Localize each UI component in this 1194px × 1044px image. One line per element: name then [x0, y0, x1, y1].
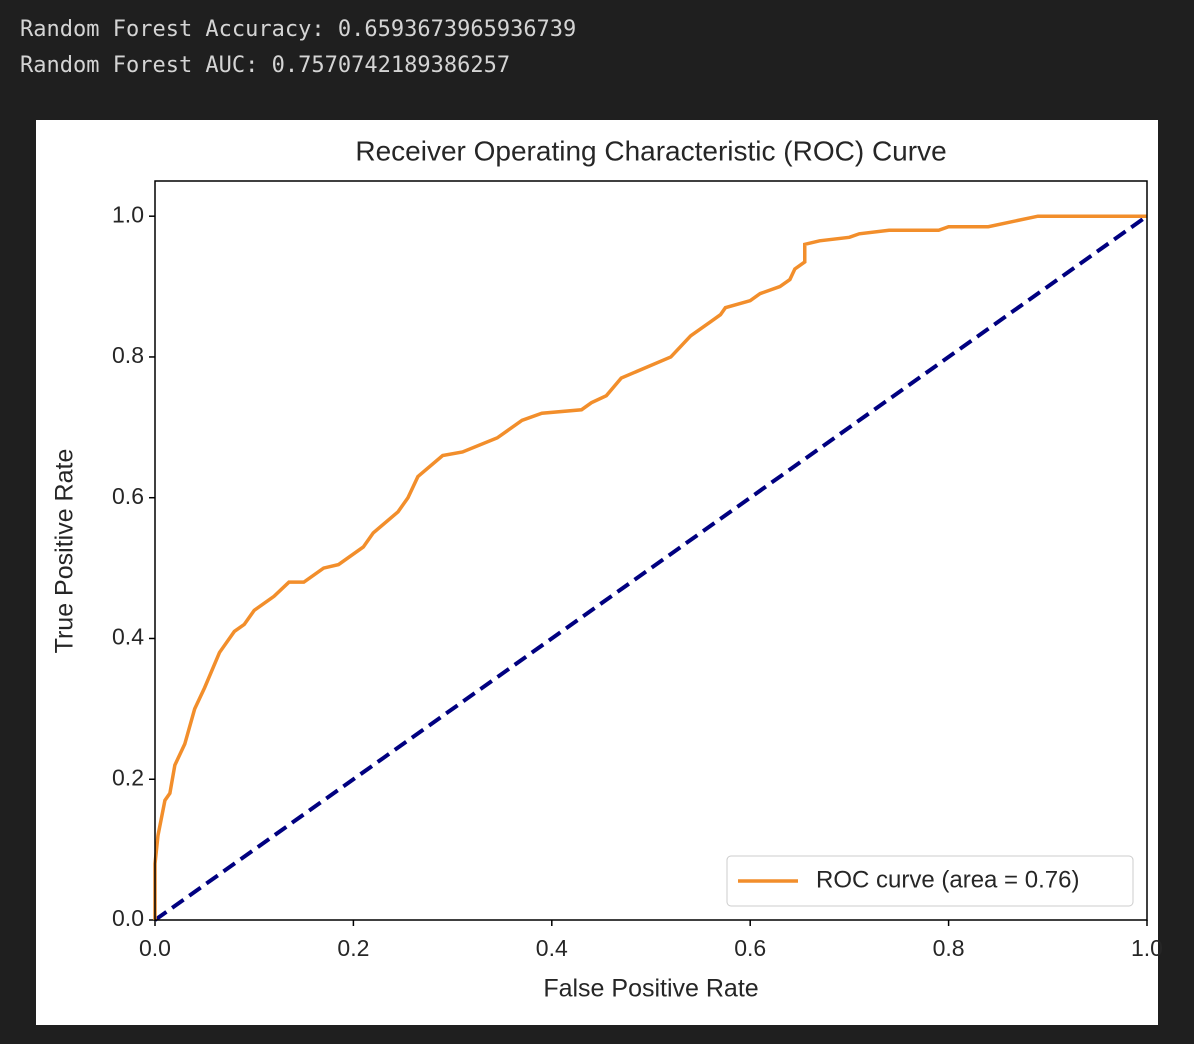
- y-tick-label: 1.0: [112, 201, 144, 227]
- x-tick-label: 1.0: [1131, 935, 1163, 961]
- chart-title: Receiver Operating Characteristic (ROC) …: [355, 135, 946, 166]
- x-tick-label: 0.2: [337, 935, 369, 961]
- y-tick-label: 0.6: [112, 483, 144, 509]
- y-axis-label: True Positive Rate: [51, 449, 79, 654]
- y-tick-label: 0.0: [112, 905, 144, 931]
- x-axis-label: False Positive Rate: [543, 975, 758, 1003]
- output-line: Random Forest Accuracy: 0.65936739659367…: [20, 17, 576, 42]
- x-tick-label: 0.8: [933, 935, 965, 961]
- legend-label: ROC curve (area = 0.76): [816, 866, 1079, 893]
- axes-frame: [154, 180, 1148, 921]
- reference-line: [153, 214, 1149, 922]
- x-tick-label: 0.4: [536, 935, 568, 961]
- y-tick-label: 0.2: [112, 764, 144, 790]
- x-tick-label: 0.0: [139, 935, 171, 961]
- y-tick-label: 0.4: [112, 624, 144, 650]
- roc-line: [153, 214, 1147, 920]
- legend-box: [726, 855, 1134, 907]
- output-line: Random Forest AUC: 0.7570742189386257: [20, 53, 510, 78]
- y-tick-label: 0.8: [112, 342, 144, 368]
- x-tick-label: 0.6: [734, 935, 766, 961]
